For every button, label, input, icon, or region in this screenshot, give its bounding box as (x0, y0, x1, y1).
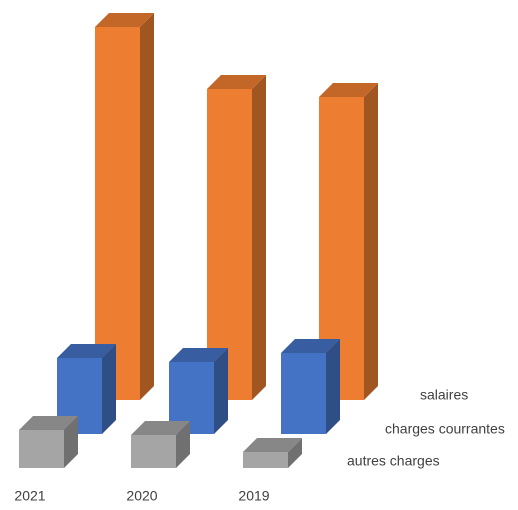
bar-top (243, 438, 302, 452)
bar-side (326, 339, 340, 434)
series-label: charges courrantes (385, 421, 505, 437)
bar-top (19, 416, 78, 430)
bar (243, 452, 288, 468)
series-label: salaires (420, 387, 468, 403)
bar-side (102, 344, 116, 434)
bar-top (319, 83, 378, 97)
bar (95, 27, 140, 400)
bar (19, 430, 64, 468)
bar-top (207, 75, 266, 89)
bar-top (169, 348, 228, 362)
bar-top (131, 421, 190, 435)
bar-side (214, 348, 228, 434)
bar-side (176, 421, 190, 468)
bar-side (140, 13, 154, 400)
x-tick-label: 2021 (14, 488, 45, 504)
series-label: autres charges (347, 453, 440, 469)
bar-side (288, 438, 302, 468)
bar (281, 353, 326, 434)
bar-side (252, 75, 266, 400)
bar-side (364, 83, 378, 400)
x-tick-label: 2019 (238, 488, 269, 504)
bar (131, 435, 176, 468)
bar-top (95, 13, 154, 27)
bar-top (57, 344, 116, 358)
bar-top (281, 339, 340, 353)
x-tick-label: 2020 (126, 488, 157, 504)
bar-side (64, 416, 78, 468)
